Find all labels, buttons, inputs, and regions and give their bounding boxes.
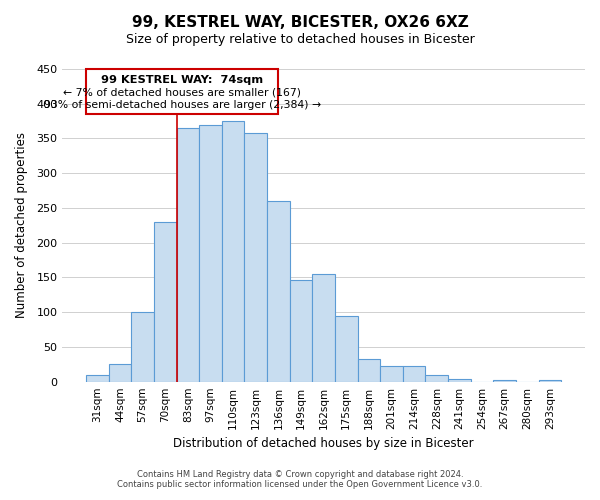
Text: Contains HM Land Registry data © Crown copyright and database right 2024.
Contai: Contains HM Land Registry data © Crown c… — [118, 470, 482, 489]
Bar — [222, 121, 244, 382]
Bar — [290, 280, 313, 382]
Bar — [154, 222, 176, 382]
Bar — [335, 316, 358, 382]
Bar — [448, 379, 471, 382]
Bar — [131, 312, 154, 382]
X-axis label: Distribution of detached houses by size in Bicester: Distribution of detached houses by size … — [173, 437, 474, 450]
Bar — [86, 374, 109, 382]
Y-axis label: Number of detached properties: Number of detached properties — [15, 132, 28, 318]
Bar — [425, 374, 448, 382]
Bar — [267, 201, 290, 382]
Text: 99, KESTREL WAY, BICESTER, OX26 6XZ: 99, KESTREL WAY, BICESTER, OX26 6XZ — [131, 15, 469, 30]
Text: 99 KESTREL WAY:  74sqm: 99 KESTREL WAY: 74sqm — [101, 75, 263, 85]
Text: 93% of semi-detached houses are larger (2,384) →: 93% of semi-detached houses are larger (… — [44, 100, 321, 110]
Bar — [380, 366, 403, 382]
Bar — [244, 133, 267, 382]
Text: ← 7% of detached houses are smaller (167): ← 7% of detached houses are smaller (167… — [63, 88, 301, 98]
Bar — [313, 274, 335, 382]
Text: Size of property relative to detached houses in Bicester: Size of property relative to detached ho… — [125, 32, 475, 46]
Bar — [493, 380, 516, 382]
FancyBboxPatch shape — [86, 69, 278, 114]
Bar — [199, 124, 222, 382]
Bar — [403, 366, 425, 382]
Bar — [358, 360, 380, 382]
Bar — [176, 128, 199, 382]
Bar — [539, 380, 561, 382]
Bar — [109, 364, 131, 382]
